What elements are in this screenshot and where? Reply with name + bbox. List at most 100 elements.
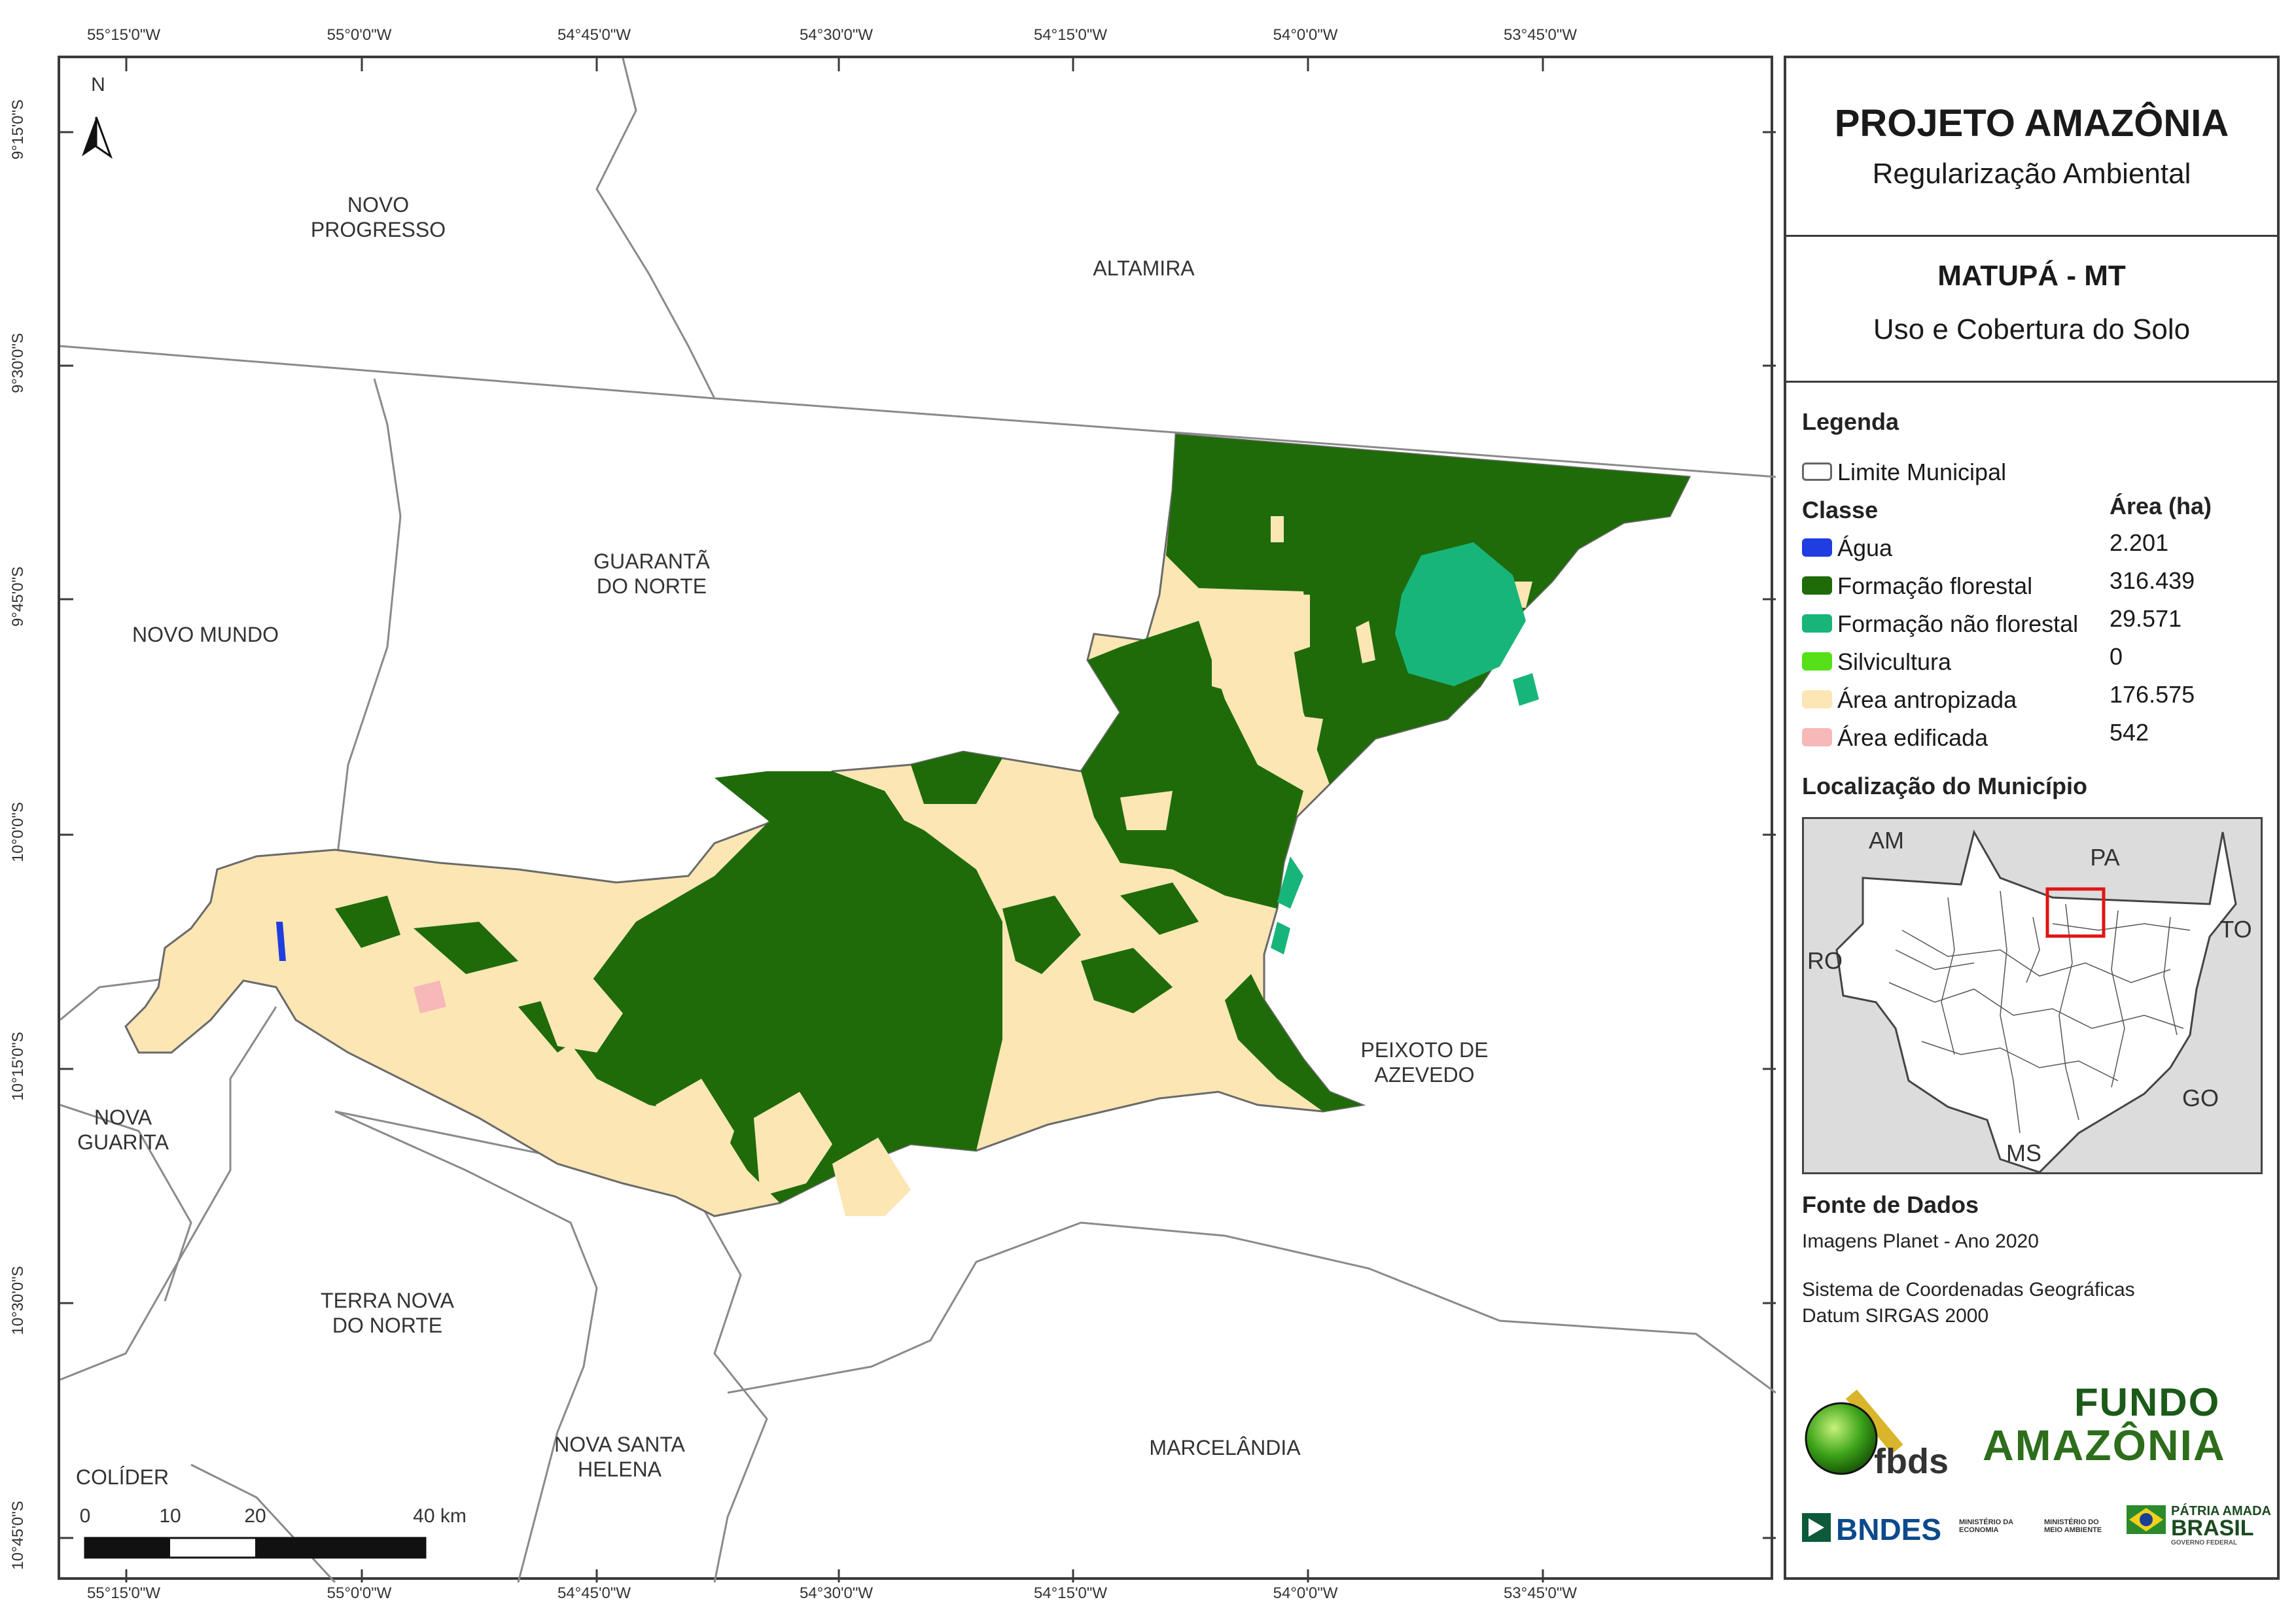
- source-crs: Sistema de Coordenadas Geográficas: [1802, 1279, 2135, 1300]
- map-canvas: [60, 58, 1776, 1582]
- scale-label-20: 20: [244, 1505, 266, 1527]
- legend-row-silvicultura: Silvicultura 0: [1802, 643, 2261, 677]
- legend-row-area-antropizada: Área antropizada 176.575: [1802, 681, 2261, 715]
- map-theme: Uso e Cobertura do Solo: [1873, 313, 2191, 345]
- inset-label-am: AM: [1869, 827, 1904, 854]
- ministry-economy-label: MINISTÉRIO DA ECONOMIA: [1959, 1518, 2013, 1534]
- patria-logo-line2: BRASIL: [2171, 1516, 2254, 1541]
- top-tick-label: 53°45'0"W: [1503, 26, 1578, 44]
- bottom-tick-label: 54°45'0"W: [557, 1584, 631, 1602]
- location-inset-map: AM PA TO RO GO MS: [1802, 817, 2263, 1174]
- source-datum: Datum SIRGAS 2000: [1802, 1305, 1989, 1327]
- left-tick-label: 10°45'0"S: [9, 1501, 27, 1570]
- place-label-nova-guarita: NOVA GUARITA: [77, 1106, 169, 1154]
- place-label-guaranta-do-norte: GUARANTÃ DO NORTE: [593, 550, 710, 598]
- left-tick-label: 9°45'0"S: [9, 566, 27, 627]
- fundo-amazonia-logo: FUNDO AMAZÔNIA: [1983, 1380, 2264, 1478]
- boundary-label: Limite Municipal: [1837, 459, 2007, 485]
- top-tick-label: 54°30'0"W: [799, 26, 874, 44]
- north-label: N: [91, 74, 105, 96]
- built-area-patch: [414, 981, 446, 1013]
- bottom-tick-label: 54°15'0"W: [1033, 1584, 1108, 1602]
- left-tick-label: 10°15'0"S: [9, 1032, 27, 1101]
- legend-boundary-row: Limite Municipal: [1802, 459, 2261, 487]
- fbds-logo: fbds: [1802, 1373, 1959, 1481]
- inset-label-ro: RO: [1807, 947, 1843, 974]
- left-tick-label: 10°30'0"S: [9, 1266, 27, 1335]
- fbds-logo-icon: [1805, 1389, 1903, 1475]
- class-label: Área edificada: [1837, 724, 1988, 751]
- inset-label-ms: MS: [2006, 1140, 2041, 1166]
- fundo-logo-line2: AMAZÔNIA: [1983, 1421, 2226, 1469]
- patria-amada-brasil-logo: PÁTRIA AMADA BRASIL GOVERNO FEDERAL: [2127, 1503, 2271, 1548]
- source-heading: Fonte de Dados: [1802, 1191, 1979, 1218]
- bndes-logo: BNDES: [1802, 1509, 1946, 1546]
- bottom-tick-label: 55°0'0"W: [327, 1584, 392, 1602]
- brazil-flag-icon: [2127, 1505, 2166, 1534]
- municipality-title: MATUPÁ - MT: [1937, 260, 2126, 292]
- class-area-value: 2.201: [2110, 529, 2169, 556]
- top-tick-label: 54°0'0"W: [1273, 26, 1338, 44]
- boundary-swatch: [1802, 462, 1832, 481]
- class-label: Água: [1837, 534, 1893, 561]
- antropized-swatch: [1802, 690, 1832, 708]
- project-title: PROJETO AMAZÔNIA: [1834, 102, 2229, 145]
- legend-row-agua: Água 2.201: [1802, 529, 2261, 563]
- frame-tickmarks: [60, 58, 1776, 1582]
- non-forest-swatch: [1802, 614, 1832, 633]
- place-label-colider: COLÍDER: [75, 1465, 169, 1489]
- north-arrow-icon: [82, 116, 113, 159]
- class-label: Formação não florestal: [1837, 610, 2079, 637]
- forest-swatch: [1802, 576, 1832, 595]
- class-label: Área antropizada: [1837, 686, 2017, 713]
- bndes-logo-text: BNDES: [1836, 1512, 1942, 1546]
- info-panel: PROJETO AMAZÔNIA Regularização Ambiental…: [1784, 56, 2280, 1580]
- place-label-marcelandia: MARCELÂNDIA: [1149, 1436, 1301, 1459]
- legend-row-formacao-nao-florestal: Formação não florestal 29.571: [1802, 605, 2261, 639]
- ministry-environment-label: MINISTÉRIO DO MEIO AMBIENTE: [2044, 1518, 2102, 1534]
- legend-heading: Legenda: [1802, 408, 1899, 435]
- class-area-value: 0: [2110, 643, 2123, 670]
- municipality-locator-box: [2045, 887, 2106, 938]
- inset-label-go: GO: [2181, 1085, 2219, 1111]
- top-tick-label: 55°0'0"W: [327, 26, 392, 44]
- top-tick-label: 54°45'0"W: [557, 26, 631, 44]
- top-tick-label: 55°15'0"W: [86, 26, 161, 44]
- bottom-tick-label: 54°0'0"W: [1273, 1584, 1338, 1602]
- place-label-terra-nova-do-norte: TERRA NOVA DO NORTE: [321, 1289, 454, 1337]
- location-heading: Localização do Município: [1802, 773, 2088, 799]
- legend-row-formacao-florestal: Formação florestal 316.439: [1802, 567, 2261, 601]
- bndes-logo-icon: [1802, 1513, 1831, 1542]
- class-area-value: 542: [2110, 719, 2149, 746]
- panel-divider: [1786, 381, 2277, 383]
- silviculture-swatch: [1802, 652, 1832, 671]
- map-frame: N NOVO PROGRESSO ALTAMIRA GUARANTÃ DO NORT…: [58, 56, 1776, 1582]
- panel-divider: [1786, 235, 2277, 237]
- patria-logo-line3: GOVERNO FEDERAL: [2171, 1539, 2238, 1546]
- class-area-value: 316.439: [2110, 567, 2195, 594]
- left-tick-label: 9°15'0"S: [9, 99, 27, 160]
- place-label-peixoto-de-azevedo: PEIXOTO DE AZEVEDO: [1360, 1038, 1489, 1087]
- inset-canvas: [1835, 829, 2237, 1172]
- fbds-logo-text: fbds: [1874, 1442, 1949, 1481]
- fundo-logo-line1: FUNDO: [2074, 1380, 2221, 1424]
- inset-label-to: TO: [2219, 916, 2252, 943]
- left-tick-label: 10°0'0"S: [9, 801, 27, 863]
- water-patch: [276, 922, 286, 961]
- inset-label-pa: PA: [2090, 844, 2120, 871]
- class-heading: Classe: [1802, 497, 1879, 523]
- left-tick-label: 9°30'0"S: [9, 332, 27, 394]
- class-area-value: 176.575: [2110, 681, 2195, 708]
- source-imagery: Imagens Planet - Ano 2020: [1802, 1230, 2039, 1252]
- place-label-novo-mundo: NOVO MUNDO: [132, 623, 279, 646]
- class-label: Silvicultura: [1837, 648, 1952, 675]
- inset-municipal-lines: [1888, 890, 2191, 1134]
- class-area-value: 29.571: [2110, 605, 2182, 632]
- mato-grosso-outline: [1835, 829, 2237, 1172]
- bottom-tick-label: 55°15'0"W: [86, 1584, 161, 1602]
- water-swatch: [1802, 538, 1832, 557]
- project-subtitle: Regularização Ambiental: [1872, 158, 2191, 190]
- area-heading: Área (ha): [2110, 493, 2212, 519]
- bottom-tick-label: 54°30'0"W: [799, 1584, 874, 1602]
- legend-row-area-edificada: Área edificada 542: [1802, 719, 2261, 753]
